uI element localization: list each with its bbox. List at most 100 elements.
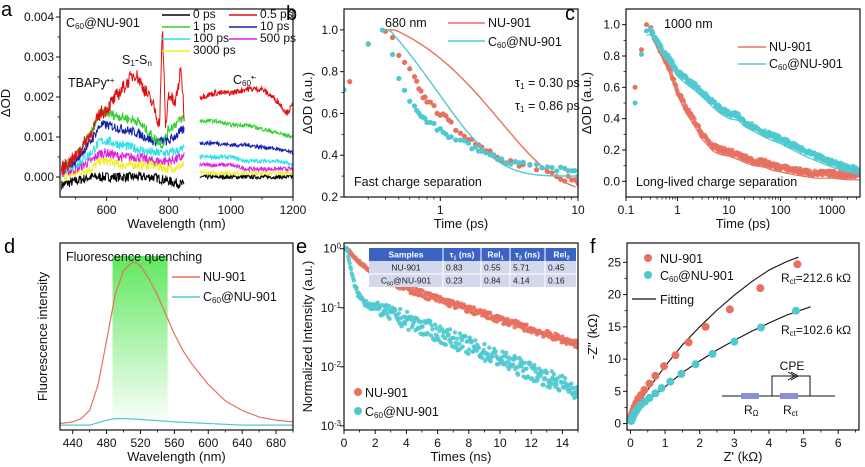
y-tick-label: 0.6 [321,106,338,120]
data-point [351,278,357,283]
y-tick-label: 10-1 [321,301,341,315]
y-tick-label: 0.004 [24,10,54,24]
data-point [456,341,462,346]
legend-label: 1 ps [193,19,216,33]
table-cell: 0.84 [484,276,501,286]
y-axis-label: Fluorescence intensity [35,271,50,401]
y-tick-label: 20 [608,288,622,302]
data-point [533,161,540,168]
data-point [692,116,697,122]
series-line [60,418,293,426]
text-part: @NU-901 [678,269,734,283]
panel-c-data [632,22,860,181]
text-part: @NU-901 [506,35,562,49]
text-part: C [488,35,497,49]
text-part: 60 [212,296,222,305]
y-tick-label: 0.4 [321,148,338,162]
text-part: •+ [107,76,115,85]
data-point [389,34,396,41]
text-part: 1 [130,59,135,68]
data-point [684,74,689,80]
text-part: @NU-901 [383,405,439,419]
text-part: S [122,53,130,67]
data-point [489,354,495,360]
data-point [632,84,638,90]
data-point [483,150,489,156]
table-cell: 0.45 [548,263,565,273]
series-line-10ps [199,139,293,155]
y-axis-label: ΔOD (a.u.) [579,72,594,134]
annotation-tbapy: TBAPy•+ [68,76,115,90]
x-tick-label: 440 [63,436,83,450]
panel-a: a 600 800 1000 1200 0.000 0.001 0.002 0.003 0.004… [0,0,307,231]
plot-frame [626,242,860,431]
text-part: @NU-901 [393,276,431,286]
data-point [639,51,645,57]
data-point [757,323,766,332]
panel-label: c [565,3,575,25]
data-point [481,348,486,353]
legend-label: C60@NU-901 [660,269,734,284]
data-point [487,148,493,154]
text-part: = 0.30 ps [524,76,579,90]
data-point [407,98,413,104]
x-tick-label: 1 [662,436,669,450]
data-point [461,133,467,139]
data-point [516,160,522,166]
data-point [471,305,477,310]
text-part: (ns) [456,250,474,260]
data-point [457,331,463,336]
data-point [500,349,505,354]
legend-label: NU-901 [660,252,703,266]
data-point [575,173,578,179]
data-point [448,340,453,345]
data-point [643,28,649,34]
table-header-cell: τ1 (ns) [450,250,475,262]
data-point [469,339,474,344]
data-point [396,311,401,316]
x-tick-label: 1200 [280,203,307,217]
data-point [574,341,578,346]
table-header-cell: Rel1 [487,250,503,262]
data-point [512,158,518,165]
rct-c60: Rct=102.6 kΩ [781,323,851,338]
text-part: -2 [334,360,341,369]
rct-nu901: Rct=212.6 kΩ [781,271,851,286]
y-axis-label: ΔOD (a.u.) [300,72,315,134]
text-part: ct [790,277,797,286]
text-part: 60 [669,275,679,284]
data-point [725,305,734,314]
data-point [401,87,408,93]
x-tick-label: 0 [627,436,634,450]
data-point [572,177,578,183]
legend-label: 500 ps [260,31,296,45]
data-point [487,310,493,315]
x-tick-label: 2 [696,436,703,450]
data-point [544,370,550,375]
data-point [541,382,546,388]
data-point [375,300,380,305]
x-tick-label: 800 [159,203,179,217]
y-tick-label: 0.4 [603,112,620,126]
data-point [562,375,568,381]
text-part: 1 [501,255,504,261]
data-point [453,340,458,346]
data-point [681,99,687,104]
data-point [660,362,669,371]
data-point [791,306,800,315]
table-header-cell: τ2 (ns) [515,250,540,262]
fit-line [385,29,576,177]
text-part: TBAPy [68,76,108,90]
table-cell: 5.71 [513,263,530,273]
legend-label: NU-901 [203,270,246,284]
text-part: C [381,276,387,286]
table-header-bg [369,248,576,261]
x-tick-label: 600 [97,203,117,217]
table-cell: 0.55 [484,263,501,273]
x-tick-label: 520 [130,436,150,450]
data-point [554,382,559,387]
text-part: 10 [321,419,335,433]
data-point [645,379,654,388]
plot-frame [625,8,861,198]
